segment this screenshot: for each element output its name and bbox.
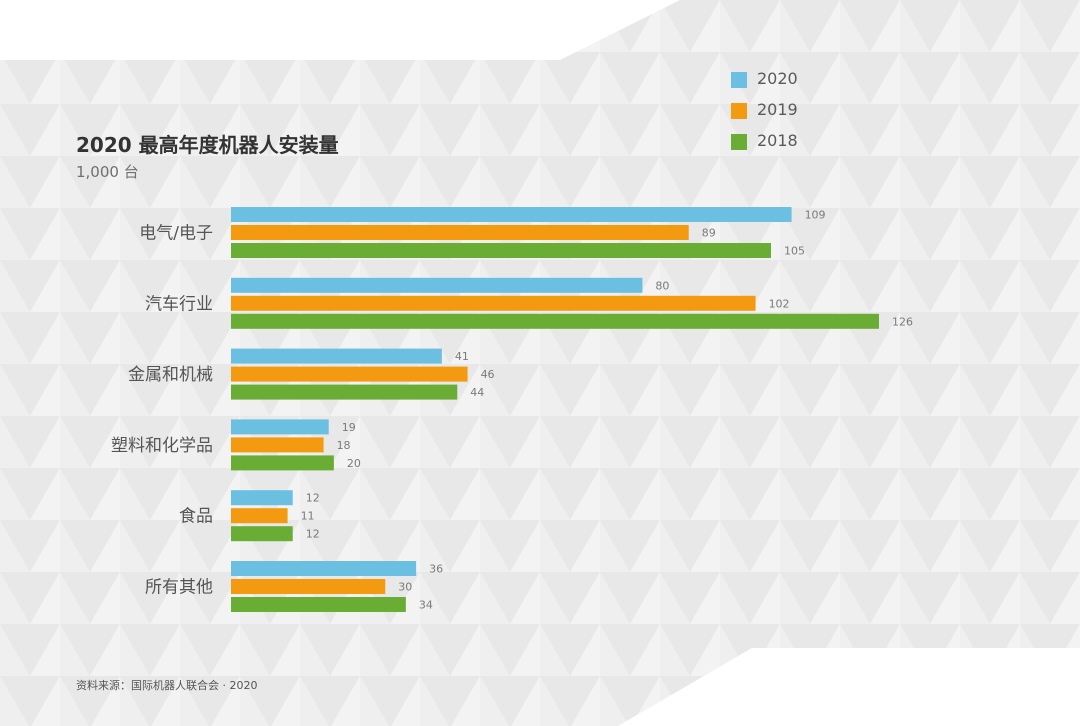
bar-2020 <box>231 490 293 506</box>
bar-value-label: 11 <box>301 510 315 523</box>
bar-2019 <box>231 579 386 594</box>
legend-swatch-2020 <box>731 72 747 88</box>
bar-2019 <box>231 437 324 453</box>
category-label: 电气/电子 <box>139 224 213 244</box>
bar-value-label: 89 <box>702 227 716 240</box>
legend-swatch-2019 <box>731 103 747 119</box>
bar-2019 <box>231 225 689 240</box>
bar-value-label: 80 <box>655 279 669 292</box>
bar-2018 <box>231 526 293 542</box>
bar-2018 <box>231 384 458 400</box>
bar-value-label: 12 <box>306 492 320 505</box>
source-note: 资料来源：国际机器人联合会 · 2020 <box>76 679 258 692</box>
category-label: 塑料和化学品 <box>111 436 213 456</box>
bar-2018 <box>231 455 334 471</box>
legend-label-2018: 2018 <box>757 131 798 150</box>
bar-2019 <box>231 295 756 311</box>
bar-value-label: 34 <box>419 599 433 612</box>
bar-2018 <box>231 597 406 612</box>
bar-value-label: 44 <box>470 386 484 399</box>
bar-value-label: 109 <box>805 209 826 222</box>
bar-value-label: 18 <box>337 439 351 452</box>
category-label: 汽车行业 <box>145 294 213 314</box>
bar-value-label: 46 <box>481 368 495 381</box>
bar-2020 <box>231 277 643 293</box>
bar-value-label: 12 <box>306 528 320 541</box>
bar-value-label: 36 <box>429 563 443 576</box>
bar-value-label: 20 <box>347 457 361 470</box>
bar-value-label: 41 <box>455 350 469 363</box>
chart-title: 2020 最高年度机器人安装量 <box>76 133 339 157</box>
legend-label-2019: 2019 <box>757 100 798 119</box>
chart-subtitle: 1,000 台 <box>76 163 139 181</box>
bar-2020 <box>231 419 329 435</box>
bar-2020 <box>231 348 442 364</box>
legend-swatch-2018 <box>731 134 747 150</box>
legend-label-2020: 2020 <box>757 69 798 88</box>
bar-2018 <box>231 243 771 258</box>
bar-value-label: 30 <box>398 581 412 594</box>
bar-value-label: 19 <box>342 421 356 434</box>
bar-value-label: 126 <box>892 315 913 328</box>
bar-value-label: 102 <box>769 297 790 310</box>
bar-value-label: 105 <box>784 245 805 258</box>
bar-2020 <box>231 561 417 576</box>
category-label: 食品 <box>179 507 213 527</box>
bar-2019 <box>231 508 288 524</box>
category-label: 金属和机械 <box>128 365 213 385</box>
category-label: 所有其他 <box>145 578 213 598</box>
bar-2018 <box>231 313 879 329</box>
bar-2020 <box>231 207 792 222</box>
bar-2019 <box>231 366 468 382</box>
